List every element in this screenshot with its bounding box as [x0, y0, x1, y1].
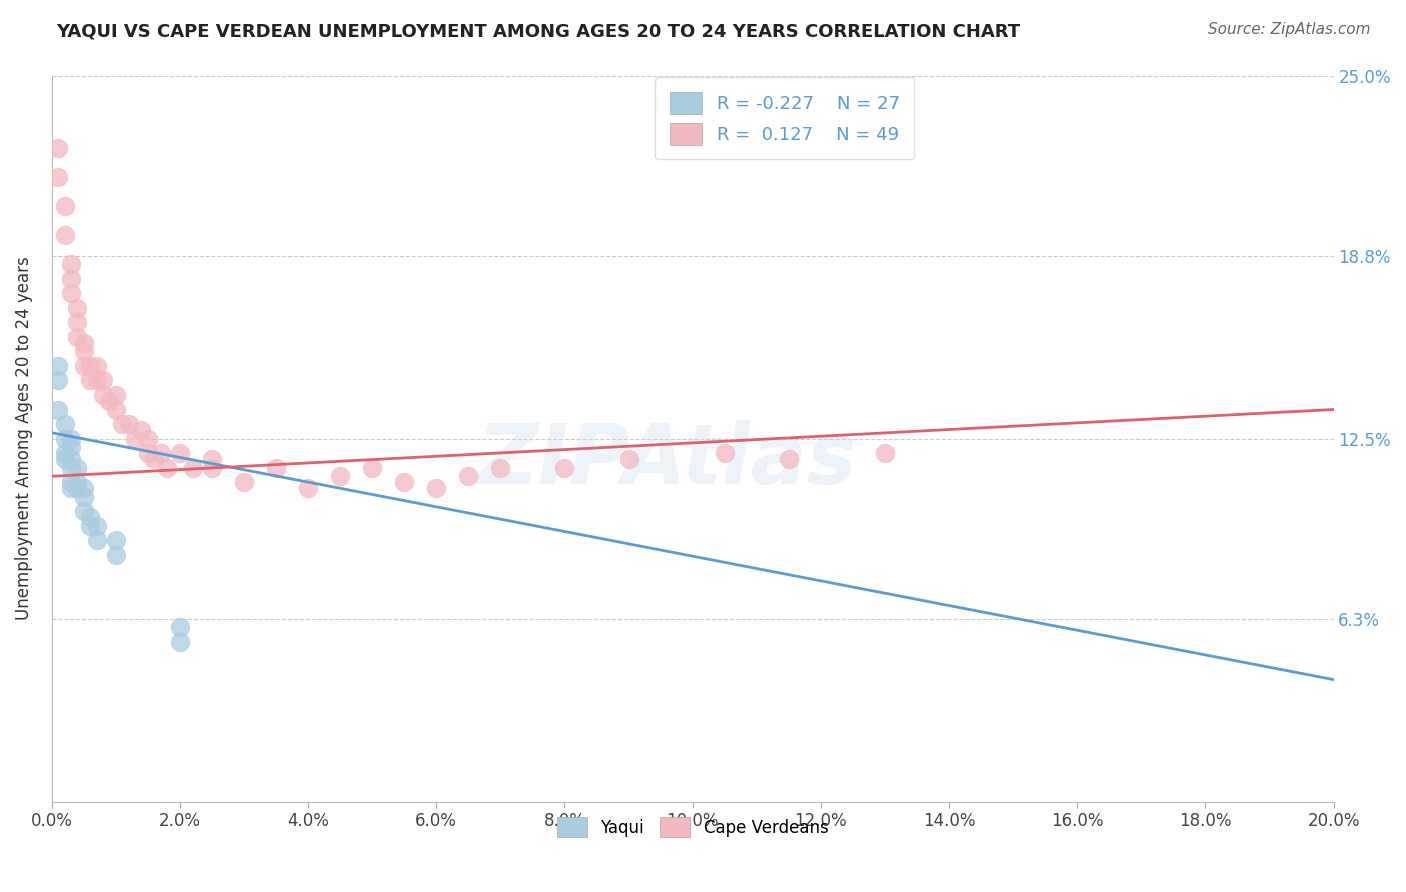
- Point: [118, 417, 141, 431]
- Point: [66, 330, 89, 344]
- Point: [46, 374, 69, 388]
- Point: [169, 620, 191, 634]
- Point: [59, 460, 82, 475]
- Point: [233, 475, 256, 489]
- Point: [46, 141, 69, 155]
- Point: [104, 533, 127, 548]
- Point: [361, 460, 384, 475]
- Point: [73, 481, 96, 495]
- Point: [79, 374, 101, 388]
- Point: [73, 504, 96, 518]
- Point: [181, 460, 204, 475]
- Point: [489, 460, 512, 475]
- Point: [143, 451, 166, 466]
- Point: [617, 451, 640, 466]
- Point: [136, 446, 159, 460]
- Point: [53, 446, 76, 460]
- Point: [297, 481, 319, 495]
- Point: [66, 301, 89, 315]
- Point: [86, 374, 108, 388]
- Point: [86, 518, 108, 533]
- Point: [98, 393, 121, 408]
- Point: [169, 446, 191, 460]
- Point: [124, 432, 146, 446]
- Point: [59, 451, 82, 466]
- Point: [46, 359, 69, 373]
- Point: [131, 423, 153, 437]
- Point: [59, 286, 82, 301]
- Point: [53, 417, 76, 431]
- Point: [425, 481, 447, 495]
- Point: [53, 432, 76, 446]
- Point: [329, 469, 352, 483]
- Point: [66, 481, 89, 495]
- Point: [201, 460, 224, 475]
- Point: [873, 446, 896, 460]
- Point: [73, 490, 96, 504]
- Point: [201, 451, 224, 466]
- Point: [59, 475, 82, 489]
- Point: [104, 388, 127, 402]
- Point: [457, 469, 479, 483]
- Point: [46, 170, 69, 185]
- Point: [59, 272, 82, 286]
- Point: [59, 432, 82, 446]
- Point: [136, 432, 159, 446]
- Point: [79, 510, 101, 524]
- Point: [73, 344, 96, 359]
- Point: [59, 257, 82, 271]
- Legend: Yaqui, Cape Verdeans: Yaqui, Cape Verdeans: [550, 811, 835, 844]
- Point: [79, 359, 101, 373]
- Y-axis label: Unemployment Among Ages 20 to 24 years: Unemployment Among Ages 20 to 24 years: [15, 257, 32, 621]
- Point: [149, 446, 172, 460]
- Point: [53, 451, 76, 466]
- Point: [66, 475, 89, 489]
- Point: [394, 475, 416, 489]
- Point: [59, 481, 82, 495]
- Point: [53, 199, 76, 213]
- Point: [79, 518, 101, 533]
- Text: ZIPAtlas: ZIPAtlas: [477, 420, 856, 500]
- Point: [73, 359, 96, 373]
- Point: [553, 460, 575, 475]
- Point: [104, 548, 127, 562]
- Point: [91, 374, 114, 388]
- Point: [86, 359, 108, 373]
- Point: [86, 533, 108, 548]
- Point: [104, 402, 127, 417]
- Point: [66, 460, 89, 475]
- Point: [53, 228, 76, 243]
- Point: [156, 460, 179, 475]
- Text: Source: ZipAtlas.com: Source: ZipAtlas.com: [1208, 22, 1371, 37]
- Point: [59, 440, 82, 454]
- Text: YAQUI VS CAPE VERDEAN UNEMPLOYMENT AMONG AGES 20 TO 24 YEARS CORRELATION CHART: YAQUI VS CAPE VERDEAN UNEMPLOYMENT AMONG…: [56, 22, 1021, 40]
- Point: [91, 388, 114, 402]
- Point: [111, 417, 134, 431]
- Point: [73, 335, 96, 350]
- Point: [713, 446, 735, 460]
- Point: [264, 460, 287, 475]
- Point: [66, 315, 89, 329]
- Point: [169, 635, 191, 649]
- Point: [778, 451, 800, 466]
- Point: [46, 402, 69, 417]
